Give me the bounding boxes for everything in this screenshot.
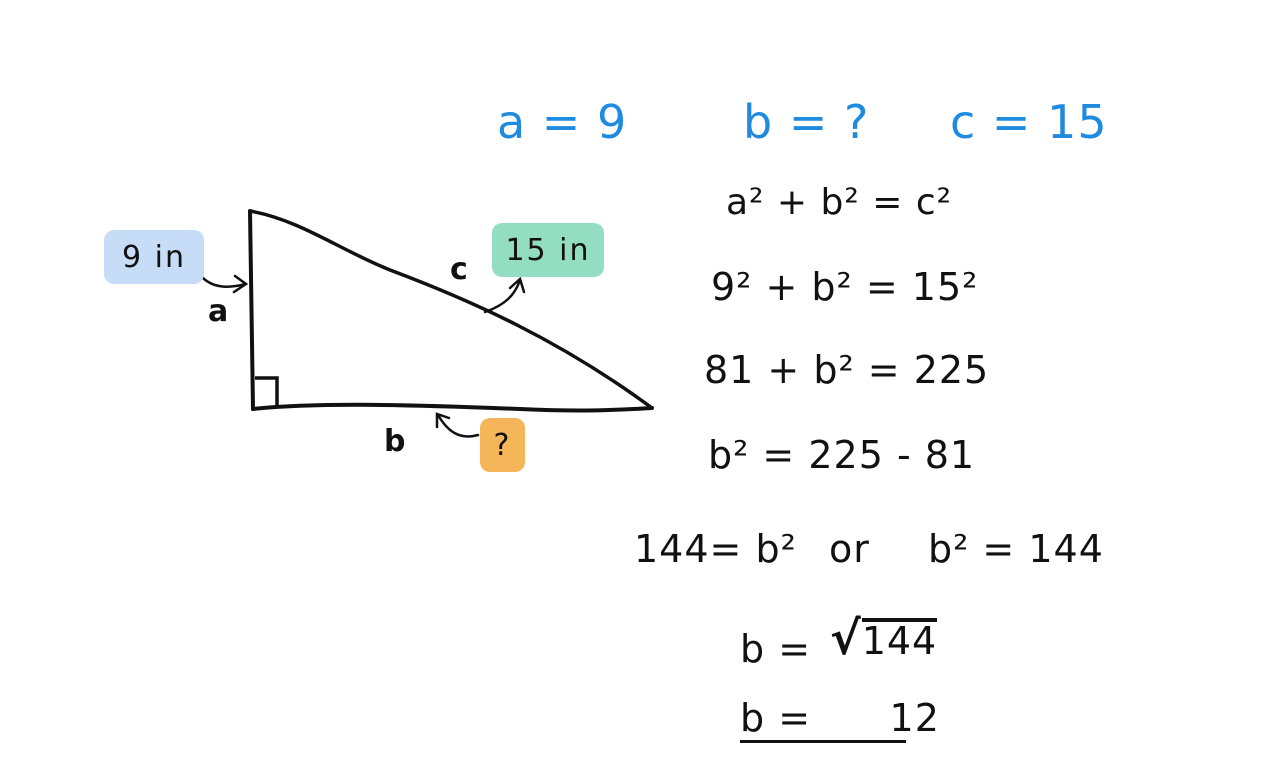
answer-underline (740, 740, 906, 743)
step-square: 81 + b² = 225 (704, 348, 990, 392)
given-a: a = 9 (497, 95, 628, 149)
right-angle-marker (255, 376, 279, 407)
step-result-left: 144= b² (634, 527, 797, 571)
step-or: or (829, 527, 870, 571)
badge-side-c: 15 in (492, 223, 604, 277)
given-b: b = ? (743, 95, 870, 149)
step-sqrt-lhs: b = (740, 627, 812, 671)
side-b-label: b (384, 424, 406, 459)
side-c-label: c (450, 252, 468, 287)
step-substitute: 9² + b² = 15² (711, 265, 979, 309)
step-isolate: b² = 225 - 81 (708, 433, 976, 477)
arrow-c-icon (483, 278, 522, 314)
given-c: c = 15 (950, 95, 1108, 149)
side-a-line (248, 209, 255, 411)
badge-side-b: ? (480, 418, 525, 472)
badge-side-a: 9 in (104, 230, 204, 284)
side-c-line (248, 209, 654, 410)
side-a-label: a (208, 294, 229, 329)
sqrt-radicand: 144 (861, 618, 938, 663)
arrow-b-icon (436, 413, 480, 438)
step-answer: b = 12 (740, 696, 940, 740)
sqrt-icon: √ (830, 611, 862, 665)
step-sqrt: √144 (830, 611, 938, 665)
side-b-line (251, 402, 654, 413)
step-formula: a² + b² = c² (726, 182, 953, 223)
step-result-right: b² = 144 (928, 527, 1104, 571)
